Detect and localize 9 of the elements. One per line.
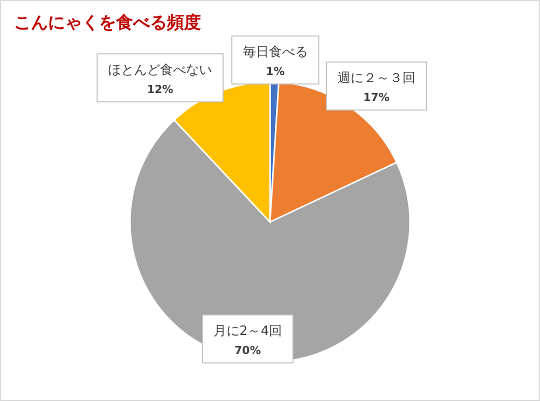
data-label: 70% <box>234 344 261 357</box>
slice-label: 週に２～３回 <box>337 71 416 86</box>
slice-label: 月に2～4回 <box>213 324 282 339</box>
data-label: 1% <box>266 65 285 78</box>
slice-label: ほとんど食べない <box>108 62 212 78</box>
data-label: 17% <box>363 91 390 104</box>
data-label: 12% <box>146 82 174 96</box>
chart-title: こんにゃくを食べる頻度 <box>14 13 201 33</box>
slice-label: 毎日食べる <box>242 45 308 60</box>
